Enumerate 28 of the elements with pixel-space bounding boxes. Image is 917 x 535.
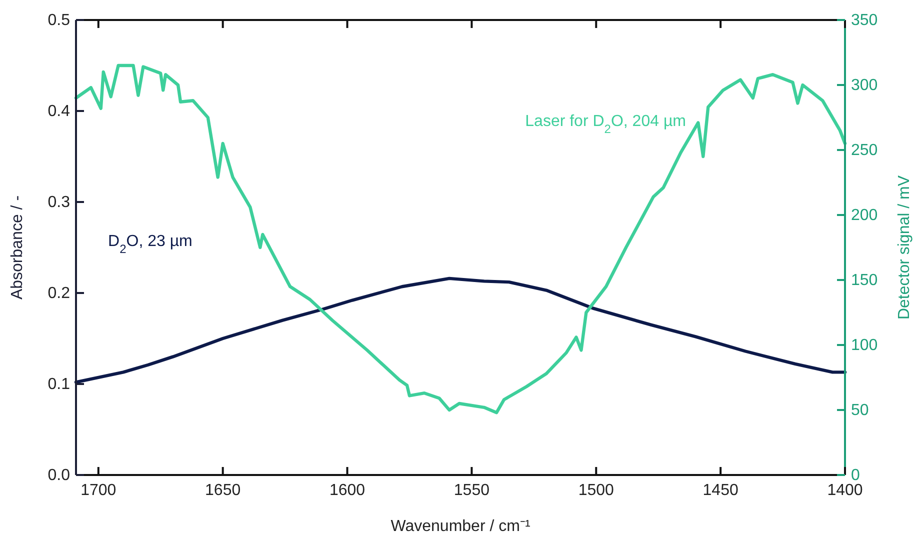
- y2-tick-label: 50: [851, 402, 869, 419]
- x-axis-title: Wavenumber / cm⁻¹: [390, 518, 530, 535]
- y-tick-label: 0.1: [48, 376, 70, 393]
- y2-tick-label: 300: [851, 77, 878, 94]
- y2-tick-label: 250: [851, 142, 878, 159]
- y-tick-label: 0.0: [48, 467, 70, 484]
- x-tick-label: 1650: [205, 482, 241, 499]
- x-tick-label: 1550: [454, 482, 490, 499]
- line-series: [74, 276, 847, 384]
- x-tick-label: 1600: [329, 482, 366, 499]
- x-tick-label: 1700: [80, 482, 116, 499]
- y-tick-label: 0.4: [48, 103, 70, 120]
- y2-tick-label: 100: [851, 337, 878, 354]
- y-axis-title: Absorbance / -: [9, 195, 26, 300]
- y2-tick-label: 350: [851, 12, 878, 29]
- x-tick-label: 1450: [702, 482, 738, 499]
- y2-tick-label: 0: [851, 467, 860, 484]
- text: D$_{2}$O, 23 µm: [108, 233, 192, 256]
- y-tick-label: 0.5: [48, 12, 70, 29]
- x-tick-label: 1500: [578, 482, 614, 499]
- line-series: [74, 64, 847, 414]
- x-tick-label: 1400: [827, 482, 863, 499]
- y-tick-label: 0.2: [48, 285, 70, 302]
- y2-tick-label: 150: [851, 272, 878, 289]
- series-label: Laser for D$_{2}$O, 204 µm: [525, 113, 686, 136]
- y2-axis-title: Detector signal / mV: [896, 175, 913, 320]
- y-tick-label: 0.3: [48, 194, 70, 211]
- y2-tick-label: 200: [851, 207, 878, 224]
